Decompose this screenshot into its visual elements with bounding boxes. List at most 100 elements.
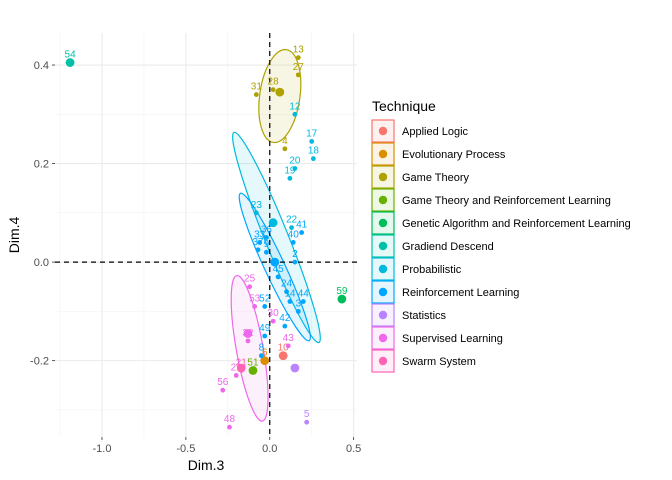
data-point bbox=[275, 274, 281, 280]
point-label: 25 bbox=[244, 274, 256, 285]
data-point bbox=[258, 353, 264, 359]
centroid-point bbox=[337, 294, 347, 304]
x-tick-label: 0.0 bbox=[262, 443, 277, 455]
centroid-point bbox=[243, 329, 253, 338]
legend-label: Swarm System bbox=[402, 356, 476, 368]
legend-key-dot bbox=[378, 333, 388, 343]
data-point bbox=[287, 299, 293, 304]
data-point bbox=[299, 230, 305, 235]
legend-key-dot bbox=[378, 241, 388, 251]
point-label: 24 bbox=[281, 279, 293, 290]
point-label: 56 bbox=[217, 377, 229, 388]
legend: Technique Applied Logic Evolutionary Proce… bbox=[371, 98, 631, 373]
y-tick-label: 0.2 bbox=[34, 159, 49, 171]
data-point bbox=[309, 138, 315, 144]
data-point bbox=[292, 111, 298, 117]
point-label: 20 bbox=[289, 155, 301, 166]
point-label: 3 bbox=[295, 298, 301, 309]
centroid-point bbox=[290, 363, 300, 373]
point-label: 18 bbox=[308, 146, 320, 157]
data-point bbox=[264, 235, 269, 240]
centroid-point bbox=[236, 363, 246, 373]
point-label: 22 bbox=[286, 215, 298, 226]
legend-title: Technique bbox=[372, 98, 436, 114]
data-point bbox=[290, 239, 296, 245]
x-axis-title: Dim.3 bbox=[188, 457, 225, 473]
point-label: 23 bbox=[251, 200, 263, 211]
data-point bbox=[295, 308, 301, 314]
centroid-point bbox=[248, 366, 258, 375]
x-tick-label: 0.5 bbox=[346, 443, 361, 455]
data-point bbox=[282, 323, 288, 329]
data-point bbox=[295, 55, 301, 61]
legend-key-dot bbox=[378, 172, 388, 182]
legend-label: Reinforcement Learning bbox=[402, 287, 519, 299]
legend-label: Supervised Learning bbox=[402, 333, 503, 345]
centroid-point bbox=[260, 356, 270, 366]
legend-key-dot bbox=[378, 310, 388, 320]
data-point bbox=[289, 225, 294, 231]
data-point bbox=[264, 249, 269, 255]
point-label: 14 bbox=[284, 289, 296, 300]
point-label: 13 bbox=[293, 45, 305, 56]
centroid-point bbox=[268, 218, 278, 228]
point-label: 45 bbox=[273, 264, 285, 275]
point-label: 53 bbox=[249, 293, 261, 304]
point-label: 28 bbox=[268, 77, 280, 88]
point-label: 10 bbox=[278, 343, 290, 354]
point-label: 41 bbox=[296, 220, 308, 231]
point-label: 30 bbox=[268, 308, 280, 319]
data-point bbox=[285, 343, 291, 349]
point-label: 31 bbox=[251, 82, 263, 93]
point-label: 4 bbox=[282, 136, 288, 147]
point-label: 36 bbox=[261, 224, 273, 235]
point-label: 51 bbox=[247, 357, 259, 368]
centroid-point bbox=[275, 87, 285, 97]
legend-key-dot bbox=[378, 264, 388, 274]
legend-key-dot bbox=[378, 195, 388, 205]
point-label: 54 bbox=[65, 50, 77, 61]
data-point bbox=[304, 419, 310, 425]
point-label: 21 bbox=[236, 357, 248, 368]
legend-label: Genetic Algorithm and Reinforcement Lear… bbox=[402, 218, 631, 230]
data-point bbox=[247, 284, 253, 290]
plot-panel: 1061327283145159541217182019232241402945… bbox=[55, 33, 357, 437]
data-point bbox=[262, 304, 268, 309]
confidence-ellipse bbox=[232, 131, 321, 344]
point-label: 59 bbox=[336, 286, 348, 297]
data-point bbox=[292, 259, 298, 265]
legend-key-dot bbox=[378, 149, 388, 159]
data-point bbox=[255, 247, 261, 253]
legend-key-dot bbox=[378, 287, 388, 297]
point-label: 43 bbox=[283, 333, 295, 344]
y-tick-label: 0.4 bbox=[34, 60, 49, 72]
data-point bbox=[270, 87, 276, 93]
data-point bbox=[282, 146, 288, 152]
point-label: 21 bbox=[231, 362, 243, 373]
point-label: 27 bbox=[293, 62, 305, 73]
point-label: 9 bbox=[264, 239, 270, 250]
data-point bbox=[233, 373, 239, 378]
y-axis-title: Dim.4 bbox=[6, 217, 22, 254]
data-point bbox=[252, 304, 258, 309]
centroid-point bbox=[65, 58, 75, 67]
point-label: 52 bbox=[259, 293, 271, 304]
point-label: 33 bbox=[254, 229, 266, 240]
point-label: 12 bbox=[289, 101, 301, 112]
legend-label: Gradiend Descend bbox=[402, 241, 494, 253]
point-label: 49 bbox=[259, 323, 271, 334]
legend-label: Statistics bbox=[402, 310, 447, 322]
legend-label: Applied Logic bbox=[402, 126, 469, 138]
legend-key-dot bbox=[378, 218, 388, 228]
data-point bbox=[220, 387, 226, 393]
point-label: 48 bbox=[224, 414, 236, 425]
legend-key-dot bbox=[378, 126, 388, 136]
point-label: 2 bbox=[292, 249, 298, 260]
legend-label: Probabilistic bbox=[402, 264, 462, 276]
confidence-ellipse bbox=[238, 192, 311, 342]
legend-label: Game Theory bbox=[402, 172, 470, 184]
legend-label: Evolutionary Process bbox=[402, 149, 506, 161]
data-point bbox=[227, 424, 232, 430]
data-point bbox=[295, 72, 301, 78]
data-point bbox=[300, 299, 306, 304]
